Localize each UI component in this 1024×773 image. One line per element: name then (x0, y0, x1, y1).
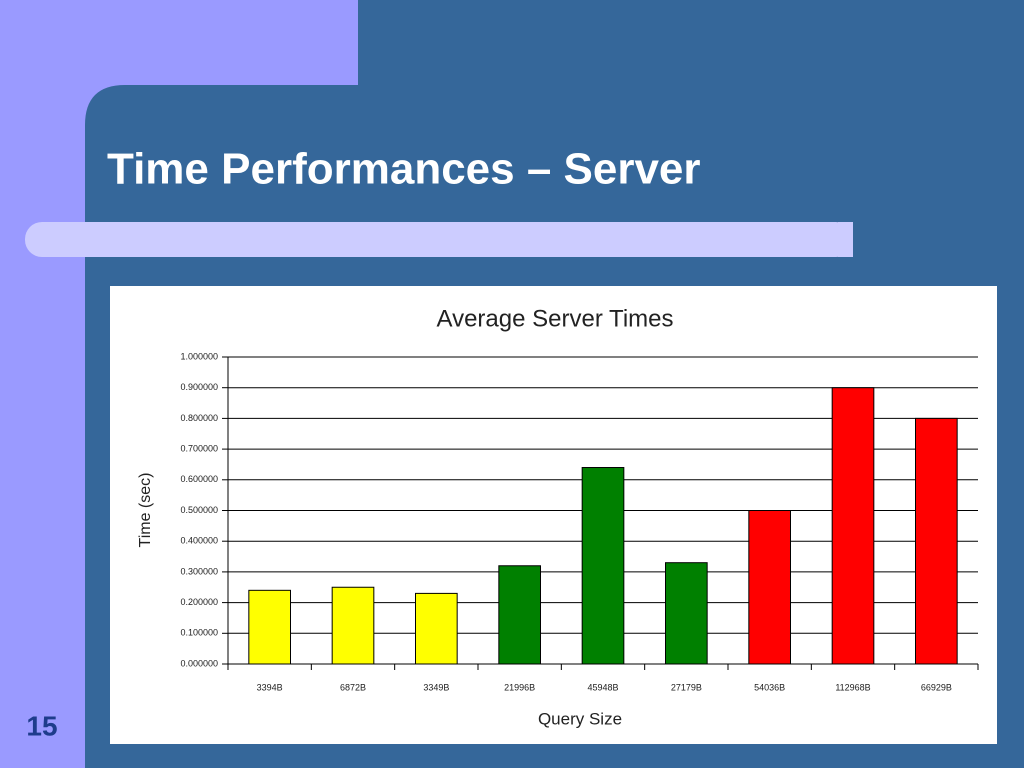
y-tick-label: 0.300000 (180, 566, 218, 576)
x-tick-label: 6872B (340, 682, 366, 692)
bar (665, 562, 708, 665)
y-axis-label: Time (sec) (137, 473, 154, 548)
x-tick-label: 112968B (835, 682, 870, 692)
y-tick-label: 0.700000 (180, 443, 218, 453)
y-tick-label: 0.100000 (180, 628, 218, 638)
title-rule (25, 222, 853, 257)
y-tick-label: 0.000000 (180, 658, 218, 668)
bar (415, 592, 458, 665)
bar (748, 510, 791, 665)
x-tick-label: 21996B (504, 682, 535, 692)
y-tick-label: 0.900000 (180, 382, 218, 392)
x-tick-label: 3349B (423, 682, 449, 692)
title-rule-end (838, 222, 853, 257)
y-tick-label: 0.800000 (180, 413, 218, 423)
bar (248, 589, 291, 665)
x-tick-label: 3394B (257, 682, 283, 692)
bar (581, 467, 625, 665)
x-axis-label: Query Size (538, 709, 622, 728)
x-tick-label: 66929B (921, 682, 952, 692)
y-tick-label: 1.000000 (180, 351, 218, 361)
x-tick-label: 45948B (587, 682, 618, 692)
y-tick-label: 0.400000 (180, 536, 218, 546)
bar (915, 417, 958, 665)
bar (498, 565, 542, 665)
x-tick-label: 54036B (754, 682, 785, 692)
y-tick-label: 0.600000 (180, 474, 218, 484)
y-tick-label: 0.500000 (180, 505, 218, 515)
bar (331, 586, 375, 665)
slide-title: Time Performances – Server (107, 145, 701, 194)
y-tick-label: 0.200000 (180, 597, 218, 607)
bar (831, 387, 875, 665)
chart-title: Average Server Times (437, 305, 674, 332)
x-tick-label: 27179B (671, 682, 702, 692)
page-number: 15 (26, 710, 57, 741)
